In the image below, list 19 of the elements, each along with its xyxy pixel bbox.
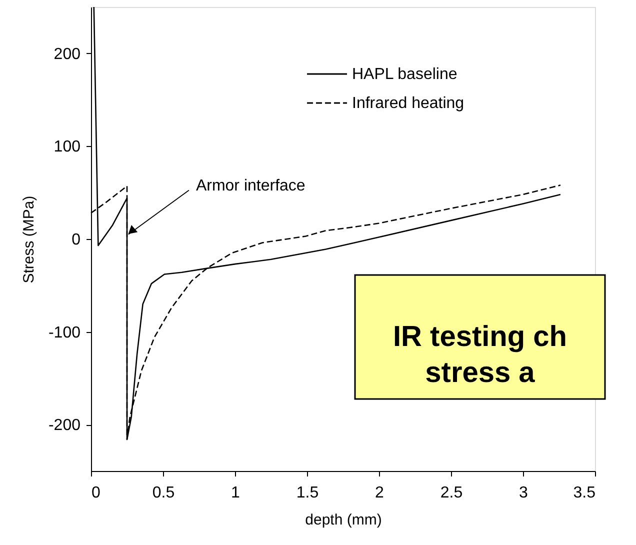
y-tick-label: 200 [54, 46, 81, 63]
legend-label: Infrared heating [352, 95, 464, 112]
x-tick-label: 2 [375, 484, 384, 502]
y-tick-label: 100 [54, 138, 81, 156]
y-tick-label: -200 [48, 417, 81, 434]
legend-label: HAPL baseline [352, 66, 458, 83]
x-tick-label: 3 [519, 484, 528, 502]
x-tick-label: 3.5 [573, 484, 596, 502]
y-tick-label: -100 [48, 324, 81, 342]
x-tick-label: 2.5 [440, 484, 463, 502]
x-tick-label: 0.5 [152, 484, 175, 502]
x-axis-title: depth (mm) [305, 512, 382, 528]
annotation: IR testing ch stress a [392, 321, 568, 389]
x-tick-label: 1 [231, 484, 240, 502]
annotation: Armor interface [196, 178, 306, 195]
x-tick-label: 0 [92, 484, 100, 502]
x-tick-label: 1.5 [296, 484, 319, 502]
y-tick-label: 0 [72, 232, 81, 248]
y-axis-title: Stress (MPa) [20, 196, 38, 284]
